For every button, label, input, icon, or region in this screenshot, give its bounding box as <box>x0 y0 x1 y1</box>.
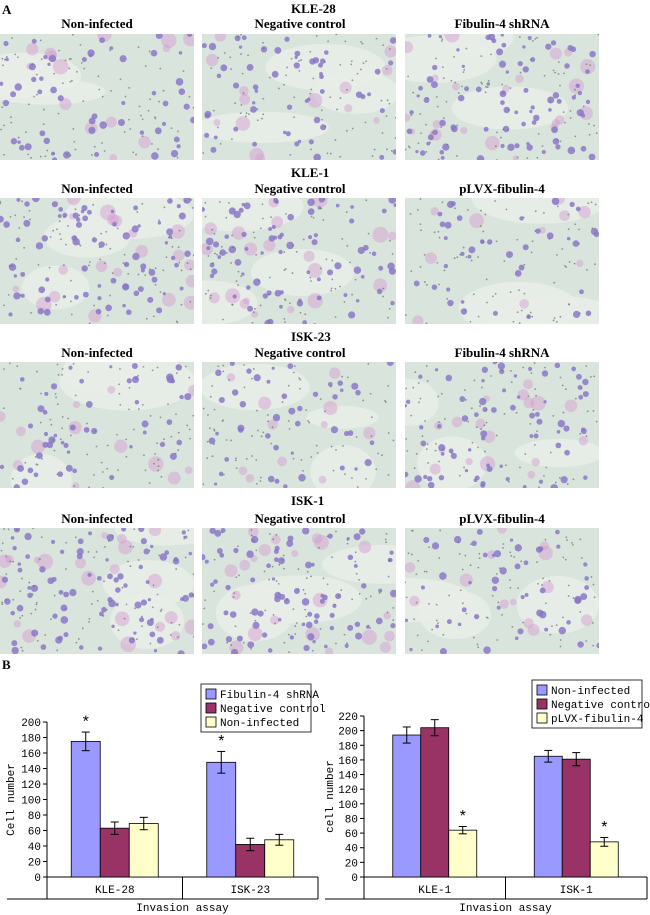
panel-b-letter: B <box>2 657 11 672</box>
row2-col2-title: Negative control <box>254 181 346 196</box>
y-tick-label: 100 <box>21 796 41 808</box>
y-tick-label: 0 <box>34 873 41 885</box>
row2-col1-title: Non-infected <box>61 181 133 196</box>
row4-cell-line-title: ISK-1 <box>291 493 325 508</box>
legend-swatch <box>205 688 217 700</box>
row3-cell-line-title: ISK-23 <box>291 329 331 344</box>
micrograph-r1c2 <box>202 34 396 160</box>
micrograph-r3c1 <box>0 362 194 488</box>
row1-col3-title: Fibulin-4 shRNA <box>454 16 550 31</box>
bar-negative-control-isk-1 <box>561 758 591 878</box>
category-label: KLE-28 <box>95 885 135 897</box>
legend-swatch <box>205 716 217 728</box>
micrograph-r2c3 <box>405 198 599 324</box>
legend-label: Negative control <box>220 704 325 716</box>
y-tick-label: 140 <box>21 765 41 777</box>
micrograph-r2c2 <box>202 198 396 324</box>
legend-swatch <box>536 684 548 696</box>
significance-marker: * <box>216 733 226 751</box>
y-tick-label: 60 <box>345 829 358 841</box>
row1-cell-line-title: KLE-28 <box>291 1 336 16</box>
significance-marker: * <box>458 809 468 827</box>
y-axis-label: cell number <box>325 760 337 833</box>
y-tick-label: 200 <box>21 718 41 730</box>
row1-col2-title: Negative control <box>254 16 346 31</box>
y-tick-label: 40 <box>345 844 358 856</box>
bar-chart-left: 0 20 40 60 80 100 120 140 160 180 200 * KLE-28 * ISK-2… <box>6 683 325 915</box>
y-tick-label: 80 <box>345 814 358 826</box>
y-tick-label: 20 <box>28 858 41 870</box>
significance-marker: * <box>81 714 91 732</box>
y-tick-label: 80 <box>28 811 41 823</box>
y-tick-label: 140 <box>338 771 358 783</box>
row2-col3-title: pLVX-fibulin-4 <box>459 181 545 196</box>
micrograph-r4c1 <box>0 528 194 654</box>
bar-negative-control-kle-1 <box>420 727 450 878</box>
micrograph-r1c1 <box>0 34 194 160</box>
legend-label: Non-infected <box>220 718 299 730</box>
legend-label: Fibulin-4 shRNA <box>220 690 319 702</box>
row2-cell-line-title: KLE-1 <box>291 165 330 180</box>
y-axis-label: Cell number <box>6 763 18 836</box>
legend-swatch <box>536 712 548 724</box>
row3-col1-title: Non-infected <box>61 345 133 360</box>
row4-col1-title: Non-infected <box>61 511 133 526</box>
y-tick-label: 200 <box>338 727 358 739</box>
legend-swatch <box>205 702 217 714</box>
y-tick-label: 180 <box>21 734 41 746</box>
y-tick-label: 120 <box>338 785 358 797</box>
significance-marker: * <box>599 819 609 837</box>
micrograph-r2c1 <box>0 198 194 324</box>
bar-chart-right: 0 20 40 60 80 100 120 140 160 180 200 220 * KLE-1 * ISK… <box>325 679 650 915</box>
panel-a-letter: A <box>2 2 12 17</box>
y-tick-label: 60 <box>28 827 41 839</box>
legend-swatch <box>536 698 548 710</box>
row4-col2-title: Negative control <box>254 511 346 526</box>
y-tick-label: 160 <box>21 749 41 761</box>
x-axis-label: Invasion assay <box>459 903 552 915</box>
category-label: ISK-23 <box>230 885 270 897</box>
y-tick-label: 180 <box>338 741 358 753</box>
row3-col2-title: Negative control <box>254 345 346 360</box>
y-tick-label: 120 <box>21 780 41 792</box>
micrograph-r4c2 <box>202 528 396 654</box>
category-label: ISK-1 <box>560 885 593 897</box>
bar-non-infected-isk-23 <box>264 839 295 878</box>
y-tick-label: 220 <box>338 712 358 724</box>
bar-negative-control-kle-28 <box>99 827 130 878</box>
legend-label: pLVX-fibulin-4 <box>551 714 644 726</box>
y-tick-label: 40 <box>28 842 41 854</box>
row1-col1-title: Non-infected <box>61 16 133 31</box>
y-tick-label: 20 <box>345 858 358 870</box>
row3-col3-title: Fibulin-4 shRNA <box>454 345 550 360</box>
bar-non-infected-isk-1 <box>533 755 563 878</box>
micrograph-r1c3 <box>405 34 599 160</box>
y-tick-label: 0 <box>351 873 358 885</box>
x-axis-label: Invasion assay <box>136 903 229 915</box>
legend-box <box>531 679 643 729</box>
bar-plvx-fibulin-4-kle-1 <box>448 829 478 878</box>
category-label: KLE-1 <box>418 885 451 897</box>
row4-col3-title: pLVX-fibulin-4 <box>459 511 545 526</box>
bar-fibulin-4-shrna-kle-28 <box>70 740 101 878</box>
micrograph-r3c3 <box>405 362 599 488</box>
y-tick-label: 160 <box>338 756 358 768</box>
legend-label: Negative control <box>551 700 650 712</box>
bar-non-infected-kle-1 <box>392 734 422 878</box>
bar-fibulin-4-shrna-isk-23 <box>206 761 237 878</box>
legend-box <box>200 683 312 733</box>
micrograph-r3c2 <box>202 362 396 488</box>
bar-plvx-fibulin-4-isk-1 <box>589 841 619 878</box>
micrograph-r4c3 <box>405 528 599 654</box>
legend-label: Non-infected <box>551 686 630 698</box>
y-tick-label: 100 <box>338 800 358 812</box>
bar-non-infected-kle-28 <box>128 823 159 878</box>
